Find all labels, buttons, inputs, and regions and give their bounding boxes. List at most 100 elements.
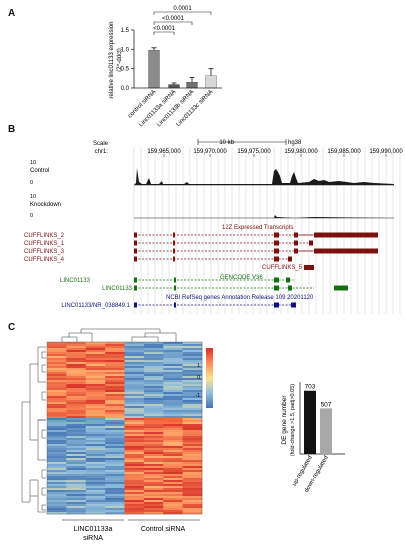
heatmap-cell [105, 508, 125, 511]
transcript-exon [134, 256, 137, 262]
heatmap-cell [47, 498, 67, 501]
heatmap-cell [124, 402, 145, 405]
heatmap-cell [47, 372, 67, 375]
heatmap-cell [182, 348, 203, 351]
heatmap-cell [66, 396, 87, 399]
heatmap-cell [47, 482, 67, 485]
heatmap-cell [105, 432, 125, 435]
heatmap-cell [105, 490, 125, 493]
heatmap-cell [163, 488, 183, 491]
heatmap-cell [66, 350, 87, 353]
heatmap-cell [66, 364, 87, 367]
heatmap-cell [143, 490, 164, 493]
heatmap-cell [163, 504, 183, 507]
heatmap-cell [163, 374, 183, 377]
heatmap-cell [143, 496, 164, 499]
heatmap-cell [47, 396, 67, 399]
heatmap-cell [47, 410, 67, 413]
heatmap-cell [85, 390, 106, 393]
heatmap-cell [163, 382, 183, 385]
heatmap-cell [105, 398, 125, 401]
gencode-exon [174, 277, 176, 283]
heatmap-cell [124, 510, 145, 513]
heatmap-cell [143, 362, 164, 365]
heatmap-cell [47, 488, 67, 491]
heatmap-cell [85, 454, 106, 457]
heatmap-cell [182, 388, 203, 391]
heatmap-cell [85, 440, 106, 443]
heatmap-cell [163, 380, 183, 383]
heatmap-cell [105, 440, 125, 443]
heatmap-cell [163, 408, 183, 411]
heatmap-cell [143, 394, 164, 397]
heatmap-cell [47, 368, 67, 371]
heatmap-cell [143, 484, 164, 487]
heatmap-cell [143, 452, 164, 455]
heatmap-cell [124, 360, 145, 363]
heatmap-cell [105, 484, 125, 487]
gencode-exon [334, 285, 348, 291]
heatmap-cell [143, 404, 164, 407]
transcript-exon [314, 232, 378, 238]
heatmap-cell [105, 488, 125, 491]
heatmap-cell [163, 352, 183, 355]
heatmap-cell [182, 434, 203, 437]
heatmap-cell [66, 474, 87, 477]
heatmap-cell [85, 380, 106, 383]
heatmap-cell [47, 448, 67, 451]
heatmap-cell [66, 432, 87, 435]
heatmap-cell [66, 422, 87, 425]
heatmap-cell [47, 390, 67, 393]
heatmap-cell [163, 436, 183, 439]
de-ylabel-2: (fold-change >1.5, padj>0.05) [290, 384, 296, 456]
heatmap-cell [182, 470, 203, 473]
heatmap-cell [143, 410, 164, 413]
heatmap-cell [66, 492, 87, 495]
gencode-title: GENCODE V36 [220, 275, 263, 281]
heatmap-cell [47, 494, 67, 497]
heatmap-cell [66, 508, 87, 511]
heatmap-cell [182, 422, 203, 425]
heatmap-cell [47, 444, 67, 447]
heatmap-cell [85, 442, 106, 445]
heatmap-cell [47, 446, 67, 449]
heatmap-cell [124, 472, 145, 475]
control-max: 10 [30, 160, 36, 166]
heatmap-cell [47, 354, 67, 357]
heatmap-cell [124, 500, 145, 503]
heatmap-cell [85, 360, 106, 363]
heatmap-cell [163, 384, 183, 387]
heatmap-cell [124, 406, 145, 409]
heatmap-cell [105, 366, 125, 369]
position-label: 159,975,000 [237, 149, 271, 155]
y-tick-label: 1.5 [121, 28, 130, 34]
heatmap-cell [163, 392, 183, 395]
de-bar [320, 408, 332, 454]
heatmap-cell [105, 394, 125, 397]
heatmap-cell [124, 394, 145, 397]
heatmap-cell [66, 370, 87, 373]
heatmap-cell [66, 444, 87, 447]
heatmap-cell [182, 402, 203, 405]
heatmap-cell [124, 446, 145, 449]
heatmap-cell [85, 374, 106, 377]
heatmap-cell [182, 374, 203, 377]
heatmap-cell [105, 482, 125, 485]
heatmap-cell [124, 410, 145, 413]
heatmap-cell [182, 366, 203, 369]
heatmap-cell [105, 468, 125, 471]
heatmap-cell [47, 422, 67, 425]
heatmap-cell [124, 376, 145, 379]
heatmap-cell [85, 426, 106, 429]
heatmap-cell [143, 486, 164, 489]
heatmap-cell [124, 434, 145, 437]
significance-label: <0.0001 [162, 16, 185, 22]
heatmap-cell [163, 450, 183, 453]
heatmap-cell [85, 456, 106, 459]
heatmap-cell [85, 462, 106, 465]
heatmap-cell [47, 366, 67, 369]
heatmap-cell [124, 488, 145, 491]
heatmap-cell [105, 480, 125, 483]
heatmap-cell [105, 358, 125, 361]
